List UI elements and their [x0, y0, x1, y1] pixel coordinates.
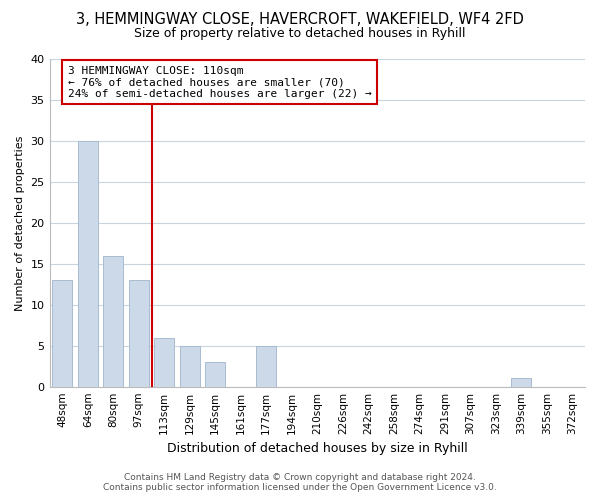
Y-axis label: Number of detached properties: Number of detached properties — [15, 135, 25, 310]
Bar — [179, 346, 200, 387]
Text: Contains HM Land Registry data © Crown copyright and database right 2024.
Contai: Contains HM Land Registry data © Crown c… — [103, 473, 497, 492]
Bar — [103, 256, 124, 386]
Text: Size of property relative to detached houses in Ryhill: Size of property relative to detached ho… — [134, 28, 466, 40]
Bar — [511, 378, 532, 386]
Text: 3 HEMMINGWAY CLOSE: 110sqm
← 76% of detached houses are smaller (70)
24% of semi: 3 HEMMINGWAY CLOSE: 110sqm ← 76% of deta… — [68, 66, 371, 99]
Text: 3, HEMMINGWAY CLOSE, HAVERCROFT, WAKEFIELD, WF4 2FD: 3, HEMMINGWAY CLOSE, HAVERCROFT, WAKEFIE… — [76, 12, 524, 28]
Bar — [52, 280, 73, 386]
Bar — [154, 338, 175, 386]
X-axis label: Distribution of detached houses by size in Ryhill: Distribution of detached houses by size … — [167, 442, 467, 455]
Bar — [256, 346, 277, 387]
Bar — [205, 362, 226, 386]
Bar — [77, 141, 98, 386]
Bar — [128, 280, 149, 386]
